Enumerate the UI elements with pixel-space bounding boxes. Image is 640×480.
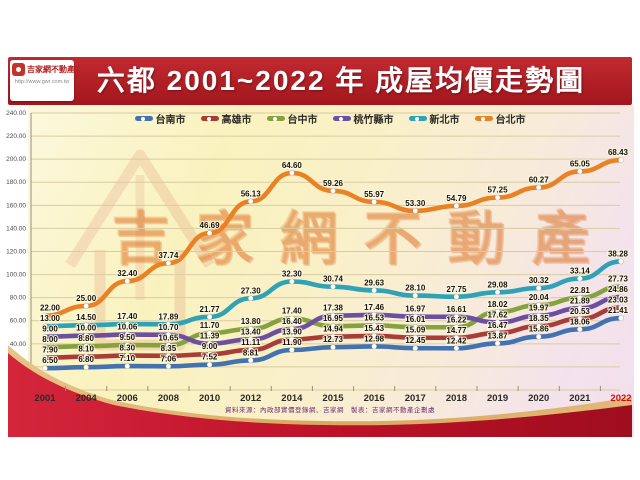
svg-text:120.00: 120.00 [6,248,26,255]
legend-item: 高雄市 [200,111,252,126]
brand-url: http://www.gwr.com.tw [14,79,70,85]
legend-marker-dot [415,116,419,121]
legend-item: 台北市 [474,111,526,126]
svg-text:220.00: 220.00 [6,133,26,140]
legend-item: 新北市 [408,111,460,126]
legend-label: 台北市 [495,115,526,126]
legend-marker-dot [273,116,277,121]
source-note: 資料來源：內政部實價登錄網、吉家網 製表：吉家網不動產企劃處 [225,407,435,414]
svg-text:140.00: 140.00 [6,225,26,232]
legend-marker-icon [332,116,351,121]
legend-item: 桃竹縣市 [332,111,394,126]
svg-text:20.00: 20.00 [10,364,27,371]
svg-text:60.00: 60.00 [10,318,27,325]
legend-item: 台南市 [134,111,186,126]
legend-marker-icon [200,116,219,121]
legend-marker-icon [134,116,153,121]
legend-label: 桃竹縣市 [353,115,394,126]
svg-text:40.00: 40.00 [10,341,27,348]
svg-text:180.00: 180.00 [6,179,26,186]
brand-name: 吉家網不動產 [27,65,75,74]
legend-label: 台南市 [155,115,186,126]
svg-text:200.00: 200.00 [6,156,26,163]
legend-item: 台中市 [266,111,318,126]
legend-marker-dot [481,116,485,121]
legend-marker-icon [266,116,285,121]
legend-marker-dot [339,116,343,121]
svg-text:160.00: 160.00 [6,202,26,209]
header-bar: 六都 2001~2022 年 成屋均價走勢圖 [8,57,632,105]
chart-panel-background [28,105,634,437]
legend-label: 台中市 [287,115,318,126]
chart-legend: 台南市 高雄市 台中市 桃竹縣市 新北市 台北市 [30,111,630,126]
legend-marker-icon [408,116,427,121]
legend-label: 高雄市 [221,115,252,126]
legend-label: 新北市 [429,115,460,126]
svg-text:0.00: 0.00 [13,387,26,394]
brand-logo-icon [12,63,25,76]
svg-text:240.00: 240.00 [6,110,26,117]
legend-marker-dot [141,116,145,121]
legend-marker-icon [474,116,493,121]
brand-logo: 吉家網不動產 http://www.gwr.com.tw [10,60,75,101]
legend-marker-dot [207,116,211,121]
svg-text:80.00: 80.00 [10,295,27,302]
page-title: 六都 2001~2022 年 成屋均價走勢圖 [96,65,586,96]
svg-text:100.00: 100.00 [6,272,26,279]
